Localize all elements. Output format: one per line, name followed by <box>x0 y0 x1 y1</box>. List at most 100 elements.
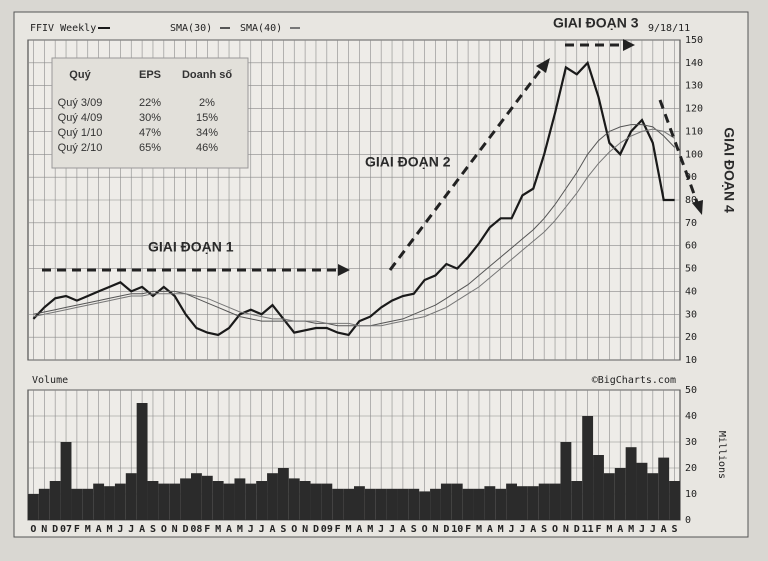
volume-bar <box>343 488 354 520</box>
x-tick-label: A <box>269 524 275 535</box>
x-tick-label: N <box>41 524 47 535</box>
volume-bar <box>332 488 344 520</box>
x-tick-label: O <box>30 524 36 535</box>
volume-bar <box>506 483 517 520</box>
volume-bar <box>560 442 572 520</box>
table-header: Quý <box>69 69 91 81</box>
x-tick-label: A <box>226 524 232 535</box>
volume-bar <box>658 457 670 520</box>
volume-bar <box>538 483 550 520</box>
volume-bar <box>375 488 387 520</box>
x-tick-label: N <box>172 524 178 535</box>
x-tick-label: M <box>106 524 112 535</box>
annotation: GIAI ĐOẠN 2 <box>365 154 451 170</box>
price-line <box>33 124 675 327</box>
x-tick-label: J <box>650 524 656 535</box>
volume-unit: Millions <box>716 431 727 479</box>
table-cell: 46% <box>196 142 218 154</box>
y2-tick-label: 40 <box>685 411 697 422</box>
table-cell: 2% <box>199 97 215 109</box>
table-cell: 15% <box>196 112 218 124</box>
volume-bar <box>82 488 94 520</box>
volume-bar <box>386 488 398 520</box>
arrow <box>388 67 544 271</box>
x-tick-label: S <box>280 524 286 535</box>
x-tick-label: M <box>85 524 91 535</box>
annotation: GIAI ĐOẠN 1 <box>148 239 234 255</box>
volume-bar <box>571 481 583 520</box>
volume-bar <box>593 455 604 520</box>
volume-bar <box>408 488 420 520</box>
volume-bar <box>430 488 441 520</box>
x-tick-label: N <box>563 524 569 535</box>
x-tick-label: D <box>313 524 319 535</box>
volume-bar <box>93 483 105 520</box>
x-tick-label: F <box>204 524 210 535</box>
volume-bar <box>517 486 528 520</box>
volume-bar <box>158 483 170 520</box>
y-tick-label: 120 <box>685 104 703 115</box>
volume-bar <box>169 483 181 520</box>
x-tick-label: M <box>237 524 243 535</box>
x-tick-label: A <box>530 524 536 535</box>
volume-bar <box>582 416 594 520</box>
y2-tick-label: 0 <box>685 515 691 526</box>
table: Quý EPS Doanh số Quý 3/09 22% 2% Quý 4/09 30% 15… <box>58 69 233 154</box>
volume-bar <box>288 478 300 520</box>
volume-bar <box>462 488 474 520</box>
volume-bar <box>38 488 50 520</box>
volume-bar <box>60 442 72 520</box>
volume-label: Volume <box>32 375 68 386</box>
x-tick-label: 09 <box>321 524 333 535</box>
volume-bar <box>245 483 257 520</box>
y-tick-label: 70 <box>685 218 697 229</box>
y-tick-label: 10 <box>685 355 697 366</box>
arrow <box>658 99 700 206</box>
y-tick-label: 90 <box>685 172 697 183</box>
y-tick-label: 150 <box>685 35 703 46</box>
y-tick-label: 110 <box>685 126 703 137</box>
arrowhead <box>623 39 635 51</box>
volume-bar <box>201 475 213 520</box>
x-tick-label: M <box>498 524 504 535</box>
y-tick-label: 60 <box>685 241 697 252</box>
volume-bar <box>354 486 365 520</box>
table-cell: Quý 4/09 <box>58 112 103 124</box>
y2-tick-label: 20 <box>685 463 697 474</box>
x-tick-label: M <box>367 524 373 535</box>
volume-bar <box>104 486 115 520</box>
volume-bar <box>28 494 39 520</box>
x-tick-label: J <box>509 524 515 535</box>
y-tick-label: 100 <box>685 149 703 160</box>
volume-bar <box>277 468 289 520</box>
volume-bar <box>212 481 224 520</box>
x-tick-label: J <box>519 524 525 535</box>
table-cell: Quý 1/10 <box>58 127 103 139</box>
table-cell: 65% <box>139 142 161 154</box>
volume-bar <box>397 488 409 520</box>
arrowhead <box>692 200 703 215</box>
volume-bar <box>603 473 615 520</box>
x-tick-label: A <box>617 524 623 535</box>
table-box <box>51 57 249 169</box>
price-line <box>32 60 675 337</box>
volume-bar <box>364 488 376 520</box>
x-tick-label: N <box>302 524 308 535</box>
x-tick-label: F <box>595 524 601 535</box>
x-tick-label: O <box>161 524 167 535</box>
volume-bar <box>191 473 202 520</box>
y-tick-label: 30 <box>685 309 697 320</box>
table-cell: 34% <box>196 127 218 139</box>
volume-bar <box>223 483 235 520</box>
x-tick-label: J <box>639 524 645 535</box>
volume-bar <box>669 481 680 520</box>
marks <box>28 60 680 520</box>
legend-label: SMA(30) <box>170 23 212 34</box>
y-tick-label: 40 <box>685 286 697 297</box>
x-tick-label: D <box>443 524 449 535</box>
x-tick-label: M <box>628 524 634 535</box>
volume-bar <box>125 473 137 520</box>
table-cell: 22% <box>139 97 161 109</box>
table-cell: Quý 2/10 <box>58 142 103 154</box>
